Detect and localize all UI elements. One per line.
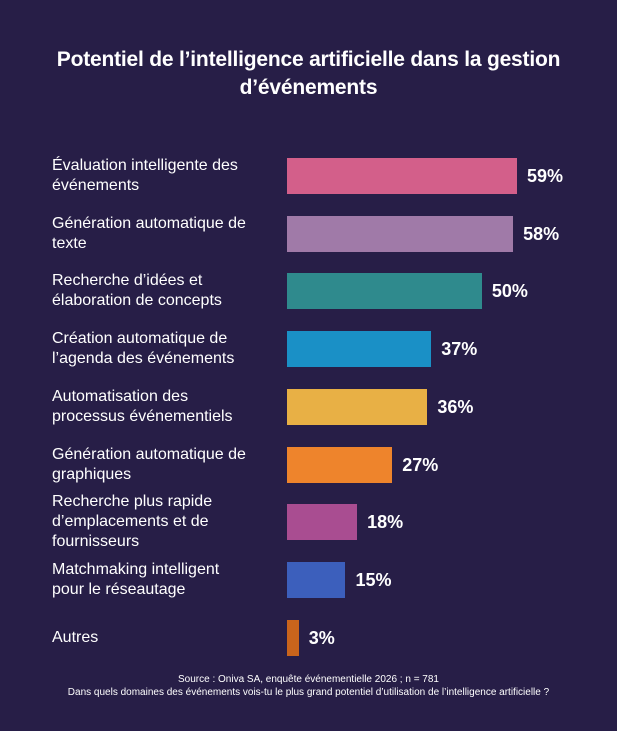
- category-label: Évaluation intelligente des événements: [52, 157, 238, 194]
- bar: [287, 446, 393, 483]
- category-label: Matchmaking intelligent pour le réseautag…: [52, 560, 220, 598]
- value-label: 59%: [527, 166, 564, 186]
- value-label: 18%: [367, 512, 404, 533]
- bar: [287, 388, 428, 425]
- value-label: 36%: [437, 396, 474, 417]
- value-label: 37%: [441, 339, 478, 360]
- bar: [287, 215, 514, 252]
- source-line: Source : Oniva SA, enquête événementiell…: [177, 674, 439, 685]
- bar: [287, 504, 358, 541]
- bar: [287, 158, 517, 194]
- category-label: Génération automatique de texte: [52, 214, 246, 252]
- value-label: 27%: [402, 454, 439, 475]
- value-label: 58%: [523, 223, 560, 244]
- category-label: Recherche plus rapide d’emplacements et d…: [52, 493, 213, 551]
- question-line: Dans quels domaines des événements vois-…: [67, 686, 550, 698]
- bar: [287, 561, 346, 598]
- chart-source: Source : Oniva SA, enquête événementiell…: [20, 674, 597, 699]
- value-label: 3%: [308, 627, 335, 648]
- chart-title: Potentiel de l’intelligence artificielle…: [56, 48, 561, 99]
- value-label: 50%: [491, 281, 528, 302]
- category-label: Automatisation des processus événementiel…: [52, 387, 233, 425]
- value-label: 15%: [355, 569, 392, 590]
- category-label: Autres: [52, 628, 99, 646]
- category-label: Recherche d’idées et élaboration de conce…: [52, 272, 222, 310]
- category-label: Génération automatique de graphiques: [52, 445, 246, 483]
- bar: [287, 619, 299, 656]
- bar: [287, 273, 482, 310]
- bar: [287, 331, 432, 368]
- category-label: Création automatique de l’agenda des évén…: [52, 330, 235, 368]
